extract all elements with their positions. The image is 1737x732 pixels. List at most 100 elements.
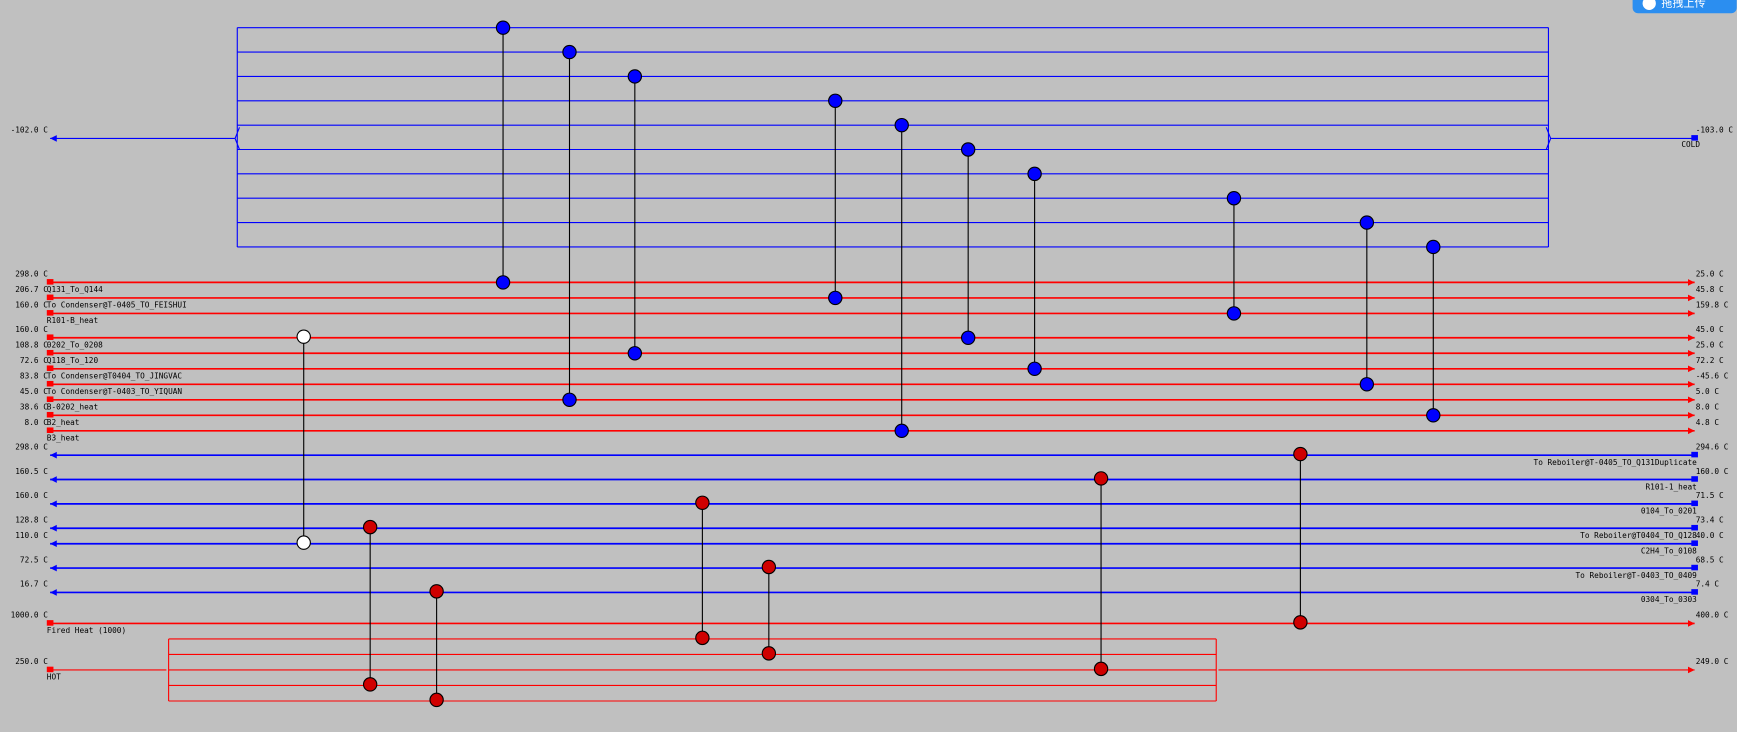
right-temp: 73.4 C <box>1696 515 1724 524</box>
arrow-head <box>50 589 57 596</box>
arrow-head <box>1687 411 1695 419</box>
arrow-head <box>1687 310 1695 317</box>
utility-split <box>168 638 1217 701</box>
stream-end <box>1691 589 1698 595</box>
stream-end <box>1691 524 1698 531</box>
exchanger-node <box>562 392 577 407</box>
left-temp: -102.0 C <box>11 126 49 135</box>
left-temp: 250.0 C <box>15 657 48 666</box>
left-temp: 128.8 C <box>15 515 48 524</box>
exchanger-node <box>495 275 511 290</box>
arrow-head <box>1687 365 1695 373</box>
exchanger-node <box>695 495 710 510</box>
left-temp: 110.0 C <box>15 531 48 540</box>
arrow-head <box>1687 427 1695 435</box>
exchanger-node <box>627 346 643 361</box>
stream-name: B3_heat <box>47 434 80 443</box>
left-temp: 160.0 C <box>15 301 48 310</box>
right-temp: 71.5 C <box>1696 491 1724 500</box>
upload-label[interactable]: 拖拽上传 <box>1661 0 1705 9</box>
stream-end <box>1691 500 1698 507</box>
right-temp: 294.6 C <box>1696 442 1729 451</box>
left-temp: 298.0 C <box>15 270 48 279</box>
exchanger-node <box>1293 446 1308 462</box>
left-temp: 83.8 C <box>20 372 48 381</box>
right-temp: 4.8 C <box>1696 418 1720 427</box>
right-temp: 8.0 C <box>1696 403 1720 412</box>
left-temp: 160.0 C <box>15 491 48 500</box>
exchanger-node <box>761 646 777 661</box>
arrow-head <box>50 451 57 459</box>
arrow-head <box>50 476 57 483</box>
stream-name: To Condenser@T-0405_TO_FEISHUI <box>47 301 187 310</box>
stream-name: To Condenser@T-0403_TO_YIQUAN <box>47 387 183 396</box>
right-temp: 40.0 C <box>1696 531 1724 540</box>
right-temp: -45.6 C <box>1696 372 1729 381</box>
exchanger-node <box>828 290 843 306</box>
exchanger-node <box>1226 191 1242 206</box>
stream-name: Fired Heat (1000) <box>47 626 126 635</box>
stream-name: 0202_To_0208 <box>47 341 103 350</box>
arrow-head <box>50 564 57 572</box>
exchanger-node <box>1093 661 1109 677</box>
stream-end <box>1691 476 1698 482</box>
left-temp: 160.5 C <box>15 467 48 476</box>
stream-name: To Condenser@T0404_TO_JINGVAC <box>47 372 183 381</box>
left-temp: 16.7 C <box>20 580 48 589</box>
arrow-head <box>1687 620 1695 627</box>
stream-end <box>46 294 54 301</box>
exchanger-node <box>1426 239 1441 255</box>
stream-name: 0104_To_0201 <box>1641 507 1697 516</box>
upload-button[interactable]: 拖拽上传 <box>1632 0 1737 14</box>
exchanger-node <box>296 329 311 344</box>
stream-name: C2H4_To_0108 <box>1641 546 1697 555</box>
arrow-head <box>1687 349 1695 357</box>
arrow-head <box>1687 396 1695 404</box>
stream-name: HOT <box>47 673 61 682</box>
arrow-head <box>50 540 57 548</box>
exchanger-node <box>960 330 976 345</box>
stream-end <box>46 411 54 418</box>
right-temp: 7.4 C <box>1696 580 1720 589</box>
exchanger-node <box>1027 166 1042 182</box>
arrow-head <box>50 524 57 532</box>
arrow-head <box>1687 334 1695 342</box>
stream-name: B2_heat <box>47 418 80 427</box>
arrow-head <box>50 500 57 508</box>
stream-name: COLD <box>1681 140 1700 149</box>
left-temp: 8.0 C <box>25 418 49 427</box>
exchanger-node <box>761 559 777 575</box>
exchanger-node <box>828 93 843 108</box>
stream-end <box>46 349 54 356</box>
stream-end <box>46 427 54 433</box>
stream-name: R101-1_heat <box>1646 482 1697 491</box>
arrow-head <box>1687 294 1695 302</box>
exchanger-node <box>1359 377 1375 392</box>
exchanger-node <box>1359 215 1375 230</box>
right-temp: 25.0 C <box>1696 270 1724 279</box>
arrow-head <box>1687 279 1695 286</box>
left-temp: 38.6 C <box>20 403 48 412</box>
stream-name: Q118_To_120 <box>47 356 99 365</box>
stream-end <box>1691 135 1698 141</box>
stream-name: Q131_To_Q144 <box>47 285 103 294</box>
arrow-head <box>1687 380 1695 388</box>
left-temp: 72.6 C <box>20 356 48 365</box>
stream-end <box>46 380 54 387</box>
left-temp: 72.5 C <box>20 555 48 564</box>
arrow-head <box>50 135 57 142</box>
stream-end <box>46 334 54 340</box>
arrow-head <box>1687 666 1695 674</box>
exchanger-node <box>894 117 909 133</box>
stream-name: 0304_To_0303 <box>1641 595 1697 604</box>
left-temp: 1000.0 C <box>11 611 49 620</box>
stream-end <box>46 365 54 371</box>
stream-name: To Reboiler@T0404_TO_Q128 <box>1580 531 1697 540</box>
exchanger-node <box>695 630 710 646</box>
exchanger-node <box>429 584 444 599</box>
utility-split <box>234 27 1552 247</box>
left-temp: 108.8 C <box>15 341 48 350</box>
exchanger-node <box>1226 306 1242 321</box>
exchanger-node <box>960 142 976 157</box>
